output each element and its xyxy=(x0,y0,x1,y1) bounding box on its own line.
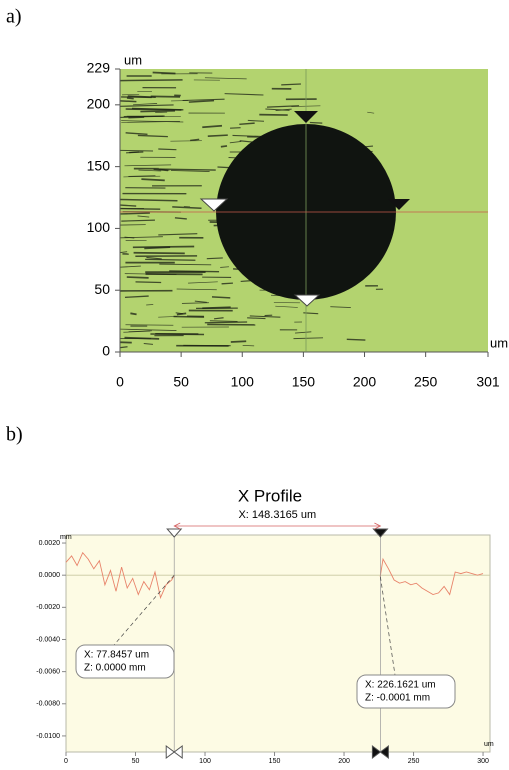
panel-label: b) xyxy=(6,424,23,446)
x-tick-label: 50 xyxy=(132,758,140,765)
x-tick-label: 150 xyxy=(269,758,281,765)
y-unit: mm xyxy=(60,534,72,541)
chart-title: X Profile xyxy=(238,486,302,505)
texture-streak xyxy=(212,297,230,298)
x-unit: um xyxy=(490,335,508,350)
annotation-text: Z: 0.0000 mm xyxy=(84,663,146,674)
x-tick-label: 150 xyxy=(292,374,316,390)
texture-streak xyxy=(281,84,301,85)
annotation-text: Z: -0.0001 mm xyxy=(365,693,430,704)
texture-streak xyxy=(140,111,175,112)
texture-streak xyxy=(128,117,144,118)
texture-streak xyxy=(121,213,150,214)
y-tick-label: 0.0020 xyxy=(39,540,61,547)
x-tick-label: 250 xyxy=(408,758,420,765)
plot-area xyxy=(66,535,490,752)
texture-streak xyxy=(120,209,160,210)
texture-streak xyxy=(347,339,366,340)
texture-streak xyxy=(136,282,162,283)
distance-label: X: 148.3165 um xyxy=(238,509,316,521)
panel-label: a) xyxy=(6,6,22,28)
texture-streak xyxy=(120,347,127,348)
texture-streak xyxy=(231,341,246,342)
texture-streak xyxy=(120,80,182,81)
x-tick-label: 200 xyxy=(353,374,377,390)
texture-streak xyxy=(202,307,230,308)
texture-streak xyxy=(153,73,176,74)
x-tick-label: 250 xyxy=(414,374,438,390)
y-tick-label: -0.0020 xyxy=(36,604,60,611)
x-tick-label: 200 xyxy=(338,758,350,765)
y-tick-label: -0.0100 xyxy=(36,733,60,740)
x-tick-label: 301 xyxy=(476,374,500,390)
texture-streak xyxy=(243,345,254,346)
texture-streak xyxy=(174,317,205,318)
texture-streak xyxy=(155,112,167,113)
texture-streak xyxy=(222,283,233,284)
texture-streak xyxy=(159,169,216,170)
y-tick-label: 0 xyxy=(102,343,110,359)
texture-streak xyxy=(133,247,194,248)
x-tick-label: 100 xyxy=(199,758,211,765)
texture-streak xyxy=(221,146,227,147)
x-tick-label: 100 xyxy=(231,374,255,390)
texture-streak xyxy=(120,150,153,151)
y-tick-label: -0.0060 xyxy=(36,668,60,675)
texture-streak xyxy=(129,152,143,153)
x-tick-label: 0 xyxy=(116,374,124,390)
y-tick-label: 150 xyxy=(87,157,111,173)
texture-streak xyxy=(120,101,136,102)
texture-streak xyxy=(134,253,185,254)
texture-streak xyxy=(230,128,241,129)
x-unit: um xyxy=(484,741,494,748)
texture-streak xyxy=(124,338,159,339)
x-tick-label: 300 xyxy=(477,758,489,765)
texture-streak xyxy=(205,322,247,323)
texture-streak xyxy=(247,318,265,319)
y-tick-label: 200 xyxy=(87,96,111,112)
texture-streak xyxy=(127,98,134,99)
y-tick-label: 100 xyxy=(87,219,111,235)
annotation-text: X: 77.8457 um xyxy=(84,650,149,661)
texture-streak xyxy=(151,96,180,97)
y-tick-label: 0.0000 xyxy=(39,572,61,579)
y-unit: um xyxy=(124,52,142,67)
y-tick-label: 229 xyxy=(87,60,111,76)
x-tick-label: 0 xyxy=(64,758,68,765)
y-tick-label: -0.0040 xyxy=(36,636,60,643)
texture-streak xyxy=(310,123,322,124)
y-tick-label: -0.0080 xyxy=(36,701,60,708)
texture-streak xyxy=(130,313,136,314)
texture-streak xyxy=(158,149,176,150)
texture-streak xyxy=(127,277,149,278)
x-tick-label: 50 xyxy=(173,374,189,390)
annotation-text: X: 226.1621 um xyxy=(365,680,436,691)
y-tick-label: 50 xyxy=(94,281,110,297)
texture-streak xyxy=(208,135,228,136)
